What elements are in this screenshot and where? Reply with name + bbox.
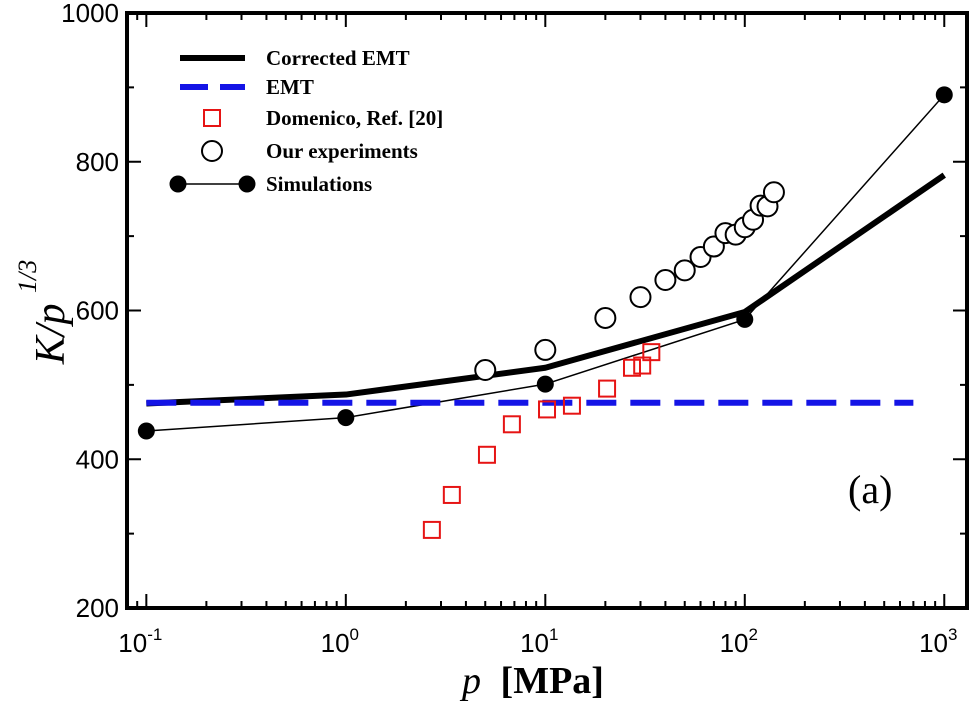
experiment-point bbox=[534, 338, 557, 361]
y-axis-exponent: 1/3 bbox=[13, 260, 42, 293]
experiment-point bbox=[629, 286, 652, 309]
simulation-point bbox=[536, 375, 554, 393]
domenico-point bbox=[442, 485, 461, 504]
legend-label: Our experiments bbox=[266, 139, 418, 163]
experiment-point bbox=[762, 181, 785, 204]
x-tick-base: 10 bbox=[720, 628, 749, 658]
legend: Corrected EMT EMT Domenico, Ref. [20] Our e… bbox=[169, 46, 443, 196]
domenico-point bbox=[622, 358, 641, 377]
x-tick-label: 102 bbox=[720, 625, 758, 658]
x-tick-label: 103 bbox=[919, 625, 957, 658]
y-tick-label: 200 bbox=[76, 593, 119, 623]
y-tick-label: 600 bbox=[76, 296, 119, 326]
x-tick-base: 10 bbox=[118, 628, 147, 658]
domenico-point bbox=[642, 343, 661, 362]
simulation-point bbox=[935, 86, 953, 104]
x-tick-base: 10 bbox=[919, 628, 948, 658]
simulation-point bbox=[337, 409, 355, 427]
domenico-point bbox=[562, 396, 581, 415]
y-axis-title: K/p 1/3 bbox=[13, 260, 74, 365]
experiment-point bbox=[673, 259, 696, 282]
x-tick-base: 10 bbox=[520, 628, 549, 658]
simulation-point bbox=[137, 422, 155, 440]
corrected-emt-line bbox=[146, 172, 946, 407]
x-tick-exponent: 3 bbox=[948, 625, 957, 644]
x-axis-unit: [MPa] bbox=[501, 660, 604, 702]
experiment-point bbox=[594, 306, 617, 329]
legend-domenico-swatch bbox=[203, 109, 221, 127]
legend-label: Simulations bbox=[266, 172, 372, 196]
legend-experiments-swatch bbox=[201, 140, 223, 162]
x-tick-label: 10-1 bbox=[118, 625, 162, 658]
x-tick-exponent: 0 bbox=[350, 625, 359, 644]
x-axis-variable: p bbox=[459, 660, 481, 702]
legend-simulations-marker-left bbox=[169, 175, 187, 193]
domenico-point bbox=[477, 445, 496, 464]
simulation-point bbox=[736, 310, 754, 328]
experiment-point bbox=[654, 269, 677, 292]
domenico-point bbox=[598, 379, 617, 398]
domenico-point bbox=[422, 520, 441, 539]
x-tick-exponent: 2 bbox=[749, 625, 758, 644]
y-tick-label: 400 bbox=[76, 444, 119, 474]
x-tick-label: 100 bbox=[321, 625, 359, 658]
svg-text:K/p 1/3: K/p 1/3 bbox=[13, 260, 74, 365]
x-tick-base: 10 bbox=[321, 628, 350, 658]
legend-label: Domenico, Ref. [20] bbox=[266, 106, 443, 130]
x-tick-exponent: -1 bbox=[147, 625, 162, 644]
domenico-point bbox=[538, 400, 557, 419]
plot-frame bbox=[125, 11, 969, 610]
legend-label: Corrected EMT bbox=[266, 46, 410, 70]
y-tick-label: 800 bbox=[76, 147, 119, 177]
y-tick-label: 1000 bbox=[61, 0, 119, 28]
ticks-layer bbox=[126, 12, 967, 609]
legend-simulations-marker-right bbox=[238, 175, 256, 193]
domenico-point bbox=[502, 415, 521, 434]
domenico-point bbox=[633, 356, 652, 375]
series-layer bbox=[137, 86, 953, 539]
x-tick-exponent: 1 bbox=[549, 625, 558, 644]
legend-label: EMT bbox=[266, 75, 314, 99]
panel-label: (a) bbox=[848, 467, 892, 512]
x-tick-label: 101 bbox=[520, 625, 558, 658]
x-axis-title: p [MPa] bbox=[459, 660, 604, 702]
y-axis-main: K/p bbox=[28, 304, 74, 366]
experiment-point bbox=[474, 359, 497, 381]
